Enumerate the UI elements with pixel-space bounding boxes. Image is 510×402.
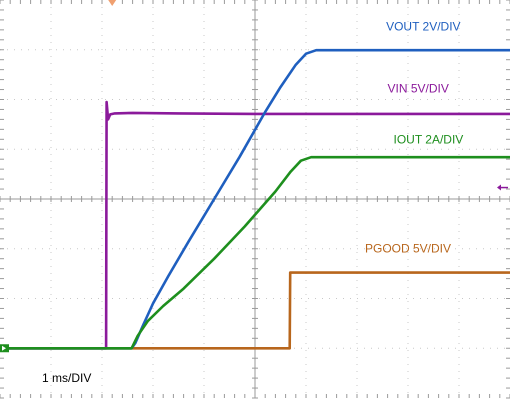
- trace-pgood: [0, 271, 510, 350]
- waveform-traces: [0, 48, 510, 350]
- channel-markers: [0, 0, 508, 353]
- trace-label-vin: VIN 5V/DIV: [388, 82, 449, 96]
- trigger-level-arrow: [497, 184, 501, 191]
- trace-vin: [0, 100, 510, 350]
- timebase-label: 1 ms/DIV: [42, 371, 91, 385]
- trace-label-iout: IOUT 2A/DIV: [394, 132, 464, 146]
- trigger-position-marker: [108, 0, 117, 6]
- trace-label-pgood: PGOOD 5V/DIV: [365, 242, 451, 256]
- trace-iout: [0, 155, 510, 350]
- trace-labels: VOUT 2V/DIV VIN 5V/DIV IOUT 2A/DIV PGOOD 5V…: [365, 19, 463, 255]
- trace-label-vout: VOUT 2V/DIV: [386, 19, 460, 33]
- ground-reference-arrow: [2, 345, 6, 351]
